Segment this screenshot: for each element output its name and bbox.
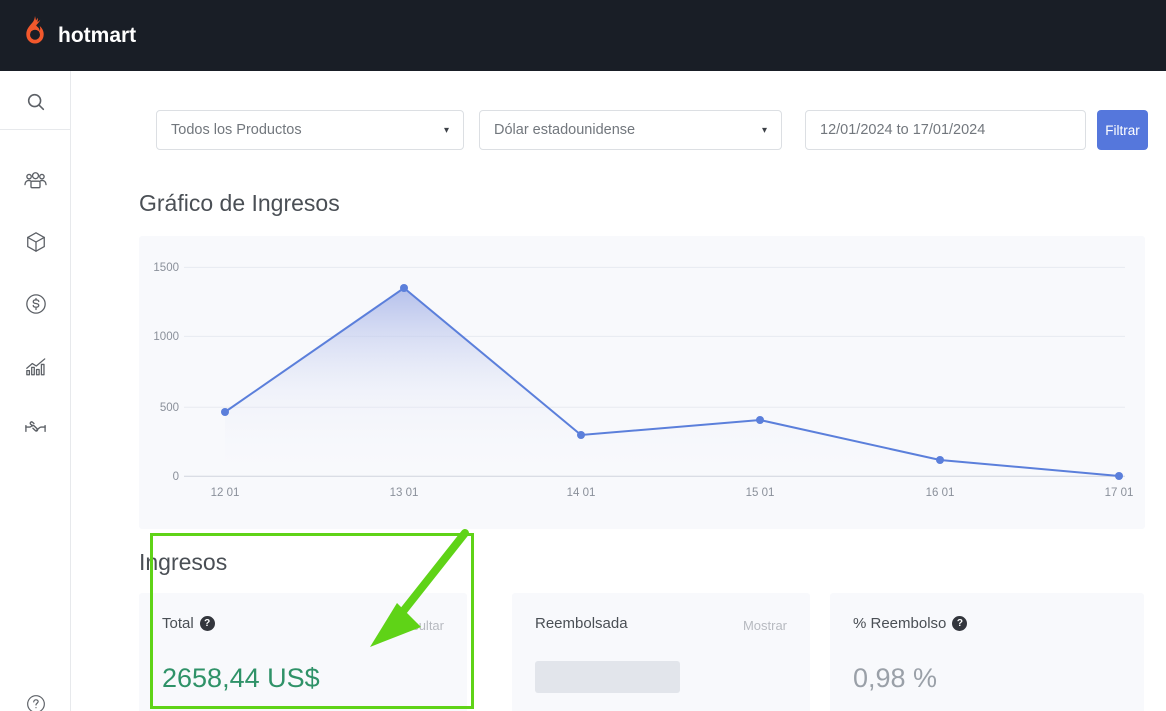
svg-text:1500: 1500: [153, 262, 179, 274]
svg-text:1000: 1000: [153, 331, 179, 343]
svg-text:12 01: 12 01: [211, 487, 240, 499]
svg-text:15 01: 15 01: [746, 487, 775, 499]
svg-text:0: 0: [173, 471, 179, 483]
svg-text:17 01: 17 01: [1105, 487, 1134, 499]
svg-text:13 01: 13 01: [390, 487, 419, 499]
svg-text:14 01: 14 01: [567, 487, 596, 499]
svg-text:16 01: 16 01: [926, 487, 955, 499]
svg-text:500: 500: [160, 402, 179, 414]
